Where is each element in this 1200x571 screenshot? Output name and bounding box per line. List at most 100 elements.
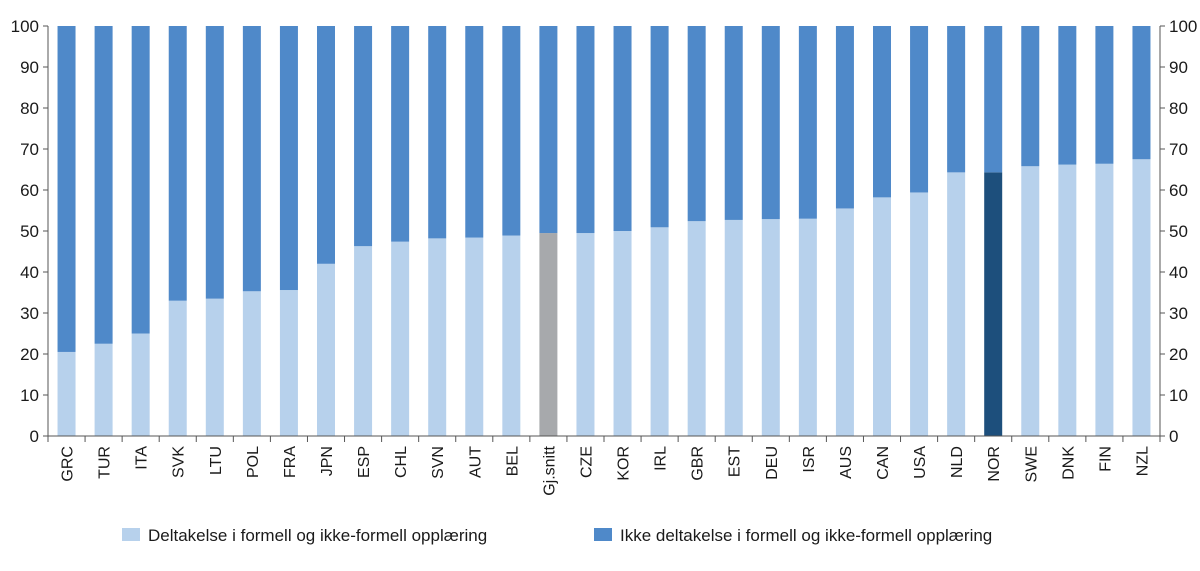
bar-usa-series-0 [910,192,929,436]
x-tick-label-usa: USA [912,446,929,479]
bar-usa-series-1 [910,26,929,193]
bar-deu-series-0 [761,219,780,436]
x-tick-label-est: EST [727,446,744,477]
x-tick-label-svk: SVK [171,446,188,478]
bar-ita-series-1 [131,26,150,334]
bar-aut-series-1 [465,26,484,238]
bar-nor-series-1 [984,26,1003,173]
bar-tur-series-1 [94,26,113,344]
legend: Deltakelse i formell og ikke-formell opp… [122,526,992,545]
x-tick-label-jpn: JPN [319,446,336,476]
y-tick-label-left: 30 [20,304,39,323]
x-tick-label-isr: ISR [801,446,818,473]
y-tick-label-right: 40 [1169,263,1188,282]
bar-swe-series-1 [1021,26,1040,167]
y-tick-label-right: 90 [1169,58,1188,77]
bar-grc-series-1 [57,26,76,352]
bar-isr-series-0 [798,218,817,436]
bar-nld-series-0 [947,172,966,436]
bar-ita-series-0 [131,333,150,436]
bars-layer [57,26,1151,436]
x-tick-label-dnk: DNK [1060,446,1077,480]
y-tick-label-left: 60 [20,181,39,200]
y-tick-label-left: 40 [20,263,39,282]
y-tick-label-right: 70 [1169,140,1188,159]
bar-pol-series-0 [242,291,261,436]
bar-kor-series-1 [613,26,632,231]
x-tick-label-nzl: NZL [1134,446,1151,476]
bar-irl-series-0 [650,227,669,436]
y-tick-label-left: 50 [20,222,39,241]
bar-pol-series-1 [242,26,261,292]
bar-jpn-series-0 [317,263,335,436]
y-tick-label-right: 80 [1169,99,1188,118]
y-tick-label-left: 10 [20,386,39,405]
bar-dnk-series-1 [1058,26,1077,165]
bar-swe-series-0 [1021,166,1040,436]
x-tick-label-irl: IRL [653,446,670,471]
bar-gbr-series-0 [687,221,706,436]
x-tick-label-gj-snitt: Gj.snitt [541,445,558,495]
bar-nor-series-0 [984,172,1003,436]
bar-irl-series-1 [650,26,669,228]
bar-aus-series-0 [835,208,854,436]
bar-nzl-series-1 [1132,26,1151,160]
y-tick-label-right: 0 [1169,427,1178,446]
legend-label-1: Ikke deltakelse i formell og ikke-formel… [620,526,992,545]
y-tick-label-right: 30 [1169,304,1188,323]
x-tick-label-fin: FIN [1097,446,1114,472]
x-tick-label-ita: ITA [134,446,151,470]
bar-esp-series-0 [354,246,373,436]
y-tick-label-right: 10 [1169,386,1188,405]
y-tick-label-right: 60 [1169,181,1188,200]
x-tick-label-bel: BEL [504,446,521,476]
bar-jpn-series-1 [317,26,335,264]
bar-esp-series-1 [354,26,373,247]
y-tick-label-right: 100 [1169,17,1197,36]
x-tick-label-ltu: LTU [208,446,225,475]
x-tick-label-fra: FRA [282,446,299,478]
x-tick-label-aus: AUS [838,446,855,479]
bar-chl-series-0 [391,241,410,436]
legend-swatch-0 [122,528,140,541]
bar-nld-series-1 [947,26,966,173]
y-tick-label-right: 20 [1169,345,1188,364]
x-tick-label-kor: KOR [616,446,633,481]
legend-swatch-1 [594,528,612,541]
x-tick-label-can: CAN [875,446,892,480]
bar-svn-series-0 [428,238,447,436]
y-tick-label-left: 0 [30,427,39,446]
bar-tur-series-0 [94,343,113,436]
x-tick-label-pol: POL [245,446,262,478]
bar-bel-series-1 [502,26,521,236]
x-tick-label-svn: SVN [430,446,447,479]
bar-fra-series-1 [279,26,298,291]
bar-cze-series-1 [576,26,595,234]
x-tick-label-tur: TUR [97,446,114,479]
bar-isr-series-1 [798,26,817,219]
y-tick-label-left: 70 [20,140,39,159]
bar-kor-series-0 [613,231,632,436]
bar-svk-series-0 [168,300,187,436]
y-tick-label-left: 100 [11,17,39,36]
bar-est-series-0 [724,219,743,436]
bar-deu-series-1 [761,26,780,220]
bar-fin-series-0 [1095,163,1114,436]
x-tick-label-grc: GRC [60,446,77,482]
bar-gj-snitt-series-1 [539,26,558,234]
x-tick-label-chl: CHL [393,446,410,478]
bar-dnk-series-0 [1058,164,1077,436]
bar-grc-series-0 [57,351,76,436]
axes-layer: 0 0 10 10 20 20 30 30 40 40 50 50 60 60 70 70 80 80 90 90 10… [11,17,1198,496]
y-tick-label-right: 50 [1169,222,1188,241]
bar-aut-series-0 [465,237,484,436]
y-tick-label-left: 20 [20,345,39,364]
y-tick-label-left: 90 [20,58,39,77]
x-tick-label-aut: AUT [467,446,484,478]
x-tick-label-cze: CZE [578,446,595,478]
bar-nzl-series-0 [1132,159,1151,436]
bar-bel-series-0 [502,235,521,436]
bar-can-series-1 [873,26,891,198]
